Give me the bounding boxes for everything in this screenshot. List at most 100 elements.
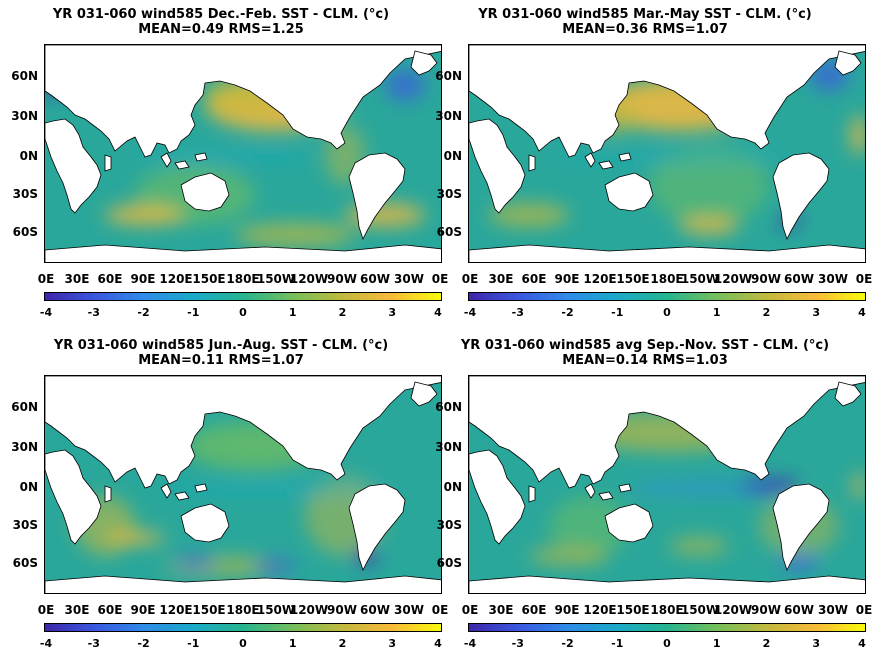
sst-anomaly-map [44, 375, 442, 594]
colorbar-tick-label: 4 [858, 637, 866, 650]
land-mass-5 [45, 244, 441, 262]
colorbar-tick-label: -3 [511, 637, 524, 650]
lon-tick-label: 90W [327, 272, 357, 286]
lon-tick-label: 0E [855, 603, 873, 617]
colorbar-tick-label: 4 [434, 637, 442, 650]
lat-tick-label: 30N [435, 440, 462, 454]
colorbar-tick-label: -3 [87, 306, 100, 319]
colorbar-tick-label: 0 [663, 637, 671, 650]
lon-tick-label: 30W [394, 272, 424, 286]
anomaly-region-5 [175, 556, 215, 568]
lon-tick-label: 60W [360, 272, 390, 286]
land-mass-3 [348, 483, 406, 572]
lon-tick-label: 0E [855, 272, 873, 286]
lon-tick-label: 150E [192, 272, 226, 286]
lon-tick-label: 60E [97, 272, 123, 286]
lon-tick-label: 30W [394, 603, 424, 617]
lat-tick-label: 60N [435, 69, 462, 83]
anomaly-region-3 [105, 205, 185, 225]
land-mass-2 [410, 381, 438, 407]
land-mass-7 [104, 154, 112, 172]
lon-tick-label: 0E [431, 272, 449, 286]
lon-tick-label: 90E [554, 603, 580, 617]
lon-tick-label: 0E [431, 603, 449, 617]
lat-tick-label: 60N [435, 400, 462, 414]
colorbar [468, 292, 866, 301]
land-mass-1 [469, 449, 526, 545]
land-mass-6 [160, 152, 208, 170]
colorbar-tick-label: -1 [611, 306, 624, 319]
panel-title: YR 031-060 wind585 Jun.-Aug. SST - CLM. … [0, 338, 442, 368]
panel-title-stats: MEAN=0.14 RMS=1.03 [562, 353, 728, 368]
anomaly-region-3 [489, 203, 569, 227]
colorbar-tick-label: -2 [561, 306, 574, 319]
anomaly-region-5 [235, 223, 355, 247]
lat-tick-label: 60N [11, 69, 38, 83]
colorbar-tick-label: -4 [39, 637, 53, 650]
lon-tick-label: 120W [713, 272, 753, 286]
panel-title-line1: YR 031-060 wind585 Jun.-Aug. SST - CLM. … [53, 338, 389, 353]
land-mass-5 [469, 244, 865, 262]
lon-tick-label: 150W [256, 603, 296, 617]
lon-tick-label: 30E [488, 603, 514, 617]
land-mass-4 [604, 503, 654, 543]
colorbar-tick-label: 4 [858, 306, 866, 319]
panel-title-stats: MEAN=0.49 RMS=1.25 [138, 22, 304, 37]
lat-tick-label: 30N [11, 440, 38, 454]
colorbar-tick-label: 0 [239, 306, 247, 319]
anomaly-region-8 [385, 69, 425, 101]
lon-tick-label: 60E [521, 603, 547, 617]
panel-title-stats: MEAN=0.11 RMS=1.07 [138, 353, 304, 368]
land-mass-7 [528, 154, 536, 172]
anomaly-region-2 [649, 145, 769, 225]
lon-tick-label: 120E [583, 272, 617, 286]
colorbar-tick-label: 1 [288, 637, 297, 650]
colorbar-tick-label: -4 [463, 306, 477, 319]
lat-tick-label: 30N [435, 109, 462, 123]
map-panel-jja: YR 031-060 wind585 Jun.-Aug. SST - CLM. … [0, 331, 448, 662]
anomaly-region-4 [529, 546, 609, 566]
colorbar-tick-label: 2 [762, 637, 771, 650]
land-mass-1 [469, 118, 526, 214]
colorbar-tick-label: 0 [663, 306, 671, 319]
land-mass-2 [834, 50, 862, 76]
lon-tick-label: 90W [751, 603, 781, 617]
colorbar-tick-label: -3 [87, 637, 100, 650]
anomaly-region-3 [105, 532, 165, 544]
anomaly-region-4 [679, 215, 739, 235]
land-mass-5 [469, 575, 865, 593]
colorbar-tick-label: 2 [338, 306, 347, 319]
lon-tick-label: 30W [818, 603, 848, 617]
lon-tick-label: 180E [650, 272, 684, 286]
land-mass-4 [180, 503, 230, 543]
lon-tick-label: 150E [616, 603, 650, 617]
colorbar-tick-label: 3 [388, 637, 397, 650]
anomaly-region-7 [549, 151, 789, 163]
panel-title: YR 031-060 wind585 Dec.-Feb. SST - CLM. … [0, 7, 442, 37]
lat-tick-label: 30S [12, 187, 38, 201]
lon-tick-label: 60E [521, 272, 547, 286]
lon-tick-label: 60W [784, 272, 814, 286]
sst-anomaly-map [468, 44, 866, 263]
lon-tick-label: 30W [818, 272, 848, 286]
land-mass-3 [772, 152, 830, 241]
sst-anomaly-map [44, 44, 442, 263]
lat-tick-label: 0N [443, 480, 462, 494]
lat-tick-label: 0N [19, 480, 38, 494]
colorbar-tick-label: 0 [239, 637, 247, 650]
lat-tick-label: 60S [12, 225, 38, 239]
colorbar-tick-label: -4 [39, 306, 53, 319]
panel-title-line1: YR 031-060 wind585 avg Sep.-Nov. SST - C… [460, 338, 830, 353]
land-mass-5 [45, 575, 441, 593]
lon-tick-label: 120W [713, 603, 753, 617]
land-mass-0 [469, 45, 865, 158]
colorbar [44, 623, 442, 632]
land-mass-3 [772, 483, 830, 572]
land-mass-6 [584, 483, 632, 501]
colorbar-tick-label: 4 [434, 306, 442, 319]
colorbar [468, 623, 866, 632]
lon-tick-label: 60E [97, 603, 123, 617]
anomaly-region-2 [629, 482, 789, 494]
lon-tick-label: 0E [37, 603, 55, 617]
anomaly-region-8 [155, 482, 395, 494]
